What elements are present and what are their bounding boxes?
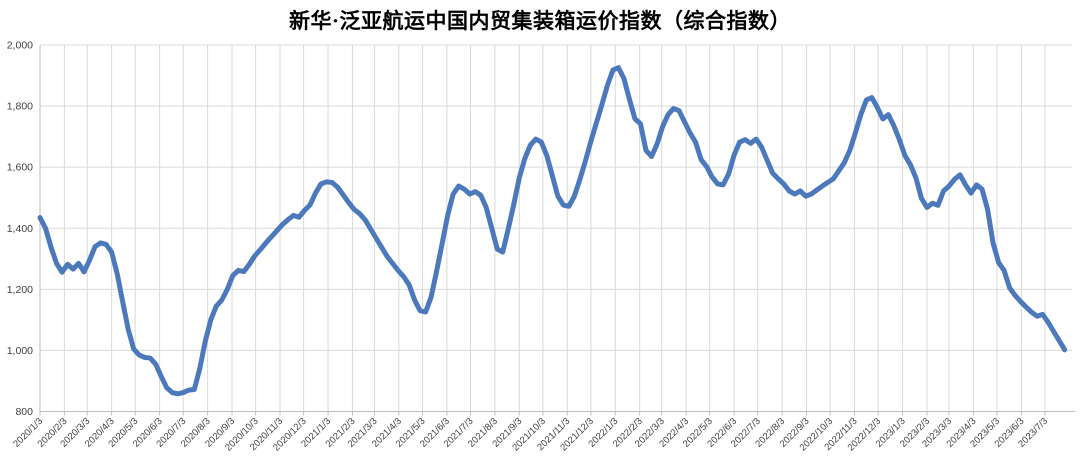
svg-text:1,600: 1,600 — [7, 162, 33, 174]
svg-text:800: 800 — [15, 406, 33, 418]
svg-text:1,400: 1,400 — [7, 223, 33, 235]
y-tick-labels: 800 1,000 1,200 1,400 1,600 1,800 2,000 — [7, 40, 33, 419]
svg-text:2,000: 2,000 — [7, 40, 33, 52]
x-gridlines — [39, 45, 1046, 412]
y-gridlines — [40, 44, 1072, 351]
svg-text:1,200: 1,200 — [7, 284, 33, 296]
x-axis-ticks — [39, 411, 1046, 416]
svg-text:1,000: 1,000 — [7, 345, 33, 357]
x-tick-labels: 2020/1/32020/2/32020/3/32020/4/32020/5/3… — [11, 416, 1050, 454]
series-line-composite-index — [37, 65, 1068, 397]
chart-title: 新华·泛亚航运中国内贸集装箱运价指数（综合指数） — [288, 9, 791, 33]
svg-text:1,800: 1,800 — [7, 101, 33, 113]
